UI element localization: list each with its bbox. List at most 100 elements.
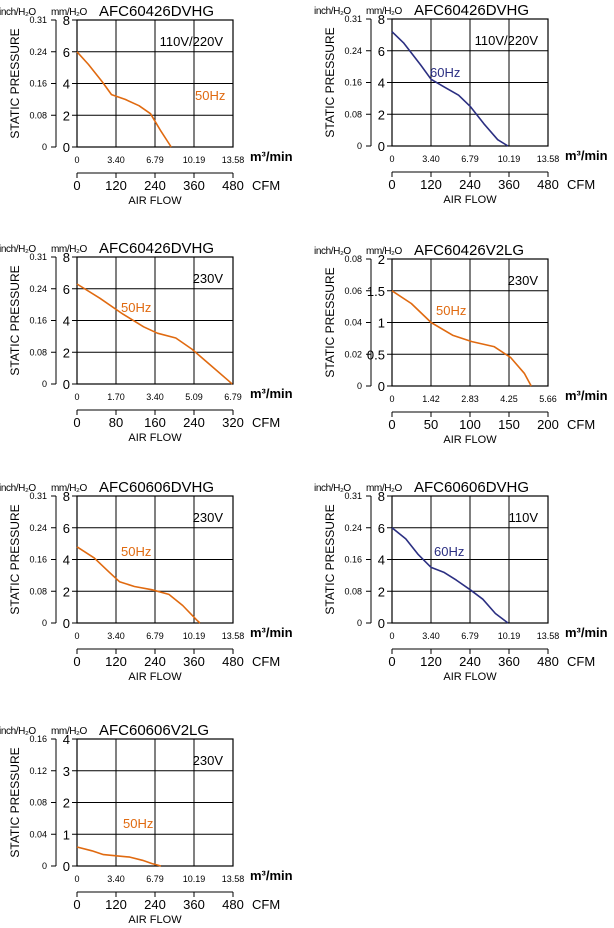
chart-title: AFC60426DVHG	[99, 240, 214, 257]
x-tick-label: 10.19	[183, 874, 206, 884]
y-tick-label-inch: 0.24	[344, 46, 362, 56]
y-tick-label-mm: 8	[378, 12, 385, 27]
x-axis-label: AIR FLOW	[128, 432, 182, 444]
y-tick-label-mm: 2	[63, 108, 70, 123]
y-tick-label-inch: 0.08	[344, 254, 362, 264]
y-tick-label-inch: 0.06	[344, 286, 362, 296]
y-tick-label-mm: 6	[63, 45, 70, 60]
x-tick-label: 10.19	[498, 631, 521, 641]
y-tick-label-inch: 0.16	[344, 555, 362, 565]
y-tick-label-inch: 0	[42, 142, 47, 152]
voltage-label: 230V	[508, 273, 539, 288]
x-unit-label: m³/min	[250, 625, 293, 640]
y-tick-label-inch: 0.16	[29, 555, 47, 565]
cfm-tick-label: 120	[420, 177, 442, 192]
x-tick-label: 3.40	[107, 155, 125, 165]
x-tick-label: 10.19	[498, 154, 521, 164]
y-tick-label-mm: 6	[63, 282, 70, 297]
x-tick-label: 3.40	[107, 874, 125, 884]
x-tick-label: 5.66	[539, 394, 557, 404]
y-tick-label-mm: 0	[378, 616, 385, 631]
y-tick-label-mm: 2	[63, 345, 70, 360]
y-tick-label-inch: 0	[42, 861, 47, 871]
y-tick-label-inch: 0.04	[29, 829, 47, 839]
grid	[392, 496, 548, 623]
cfm-tick-label: 80	[109, 415, 123, 430]
series-label: 60Hz	[434, 544, 464, 559]
series-line	[391, 290, 532, 387]
x-tick-label: 6.79	[461, 154, 479, 164]
series-label: 60Hz	[430, 65, 460, 80]
y-tick-label-mm: 6	[63, 521, 70, 536]
y-tick-label-inch: 0.24	[29, 523, 47, 533]
y-tick-label-mm: 0	[378, 139, 385, 154]
y-axis-label: STATIC PRESSURE	[8, 28, 22, 138]
unit-inch-label: inch/H₂O	[0, 244, 36, 255]
cfm-unit-label: CFM	[252, 654, 280, 669]
series-label: 50Hz	[195, 88, 225, 103]
y-tick-label-inch: 0.16	[29, 316, 47, 326]
cfm-unit-label: CFM	[252, 415, 280, 430]
y-tick-label-inch: 0.08	[29, 110, 47, 120]
cfm-unit-label: CFM	[567, 654, 595, 669]
y-tick-label-mm: 0	[63, 377, 70, 392]
y-tick-label-mm: 8	[63, 250, 70, 265]
cfm-tick-label: 240	[459, 654, 481, 669]
cfm-tick-label: 0	[388, 417, 395, 432]
x-axis-label: AIR FLOW	[128, 914, 182, 926]
series-line	[391, 31, 509, 147]
x-unit-label: m³/min	[250, 386, 293, 401]
grid	[77, 257, 233, 384]
unit-mm-label: mm/H₂O	[51, 483, 88, 494]
y-tick-label-mm: 0	[63, 859, 70, 874]
chart-title: AFC60606DVHG	[99, 479, 214, 496]
y-tick-label-mm: 6	[378, 44, 385, 59]
y-axis-label: STATIC PRESSURE	[323, 27, 337, 137]
y-tick-label-inch: 0.16	[29, 734, 47, 744]
cfm-unit-label: CFM	[252, 178, 280, 193]
y-tick-label-mm: 1	[378, 316, 385, 331]
x-tick-label: 0	[389, 154, 394, 164]
cfm-tick-label: 480	[537, 654, 559, 669]
y-tick-label-inch: 0	[357, 141, 362, 151]
unit-mm-label: mm/H₂O	[366, 246, 403, 257]
x-unit-label: m³/min	[250, 868, 293, 883]
unit-inch-label: inch/H₂O	[0, 7, 36, 18]
y-tick-label-mm: 1	[63, 827, 70, 842]
y-axis-label: STATIC PRESSURE	[8, 747, 22, 857]
grid	[77, 739, 233, 866]
x-tick-label: 0	[74, 155, 79, 165]
y-tick-label-mm: 0	[63, 616, 70, 631]
grid	[77, 20, 233, 147]
cfm-tick-label: 0	[388, 654, 395, 669]
unit-inch-label: inch/H₂O	[314, 483, 351, 494]
grid	[392, 19, 548, 146]
unit-mm-label: mm/H₂O	[366, 483, 403, 494]
cfm-tick-label: 50	[424, 417, 438, 432]
x-tick-label: 3.40	[146, 392, 164, 402]
x-tick-label: 13.58	[537, 154, 560, 164]
y-tick-label-inch: 0.31	[344, 14, 362, 24]
y-tick-label-mm: 2	[378, 107, 385, 122]
y-tick-label-inch: 0.16	[29, 79, 47, 89]
y-tick-label-inch: 0.31	[29, 252, 47, 262]
cfm-tick-label: 480	[222, 178, 244, 193]
y-axis-label: STATIC PRESSURE	[323, 267, 337, 377]
x-tick-label: 6.79	[146, 155, 164, 165]
x-tick-label: 2.83	[461, 394, 479, 404]
cfm-tick-label: 240	[459, 177, 481, 192]
cfm-tick-label: 120	[105, 654, 127, 669]
cfm-tick-label: 0	[73, 897, 80, 912]
y-tick-label-inch: 0.24	[344, 523, 362, 533]
cfm-tick-label: 150	[498, 417, 520, 432]
y-tick-label-inch: 0.04	[344, 318, 362, 328]
x-axis-label: AIR FLOW	[128, 195, 182, 207]
unit-mm-label: mm/H₂O	[51, 7, 88, 18]
y-tick-label-mm: 4	[63, 314, 70, 329]
cfm-tick-label: 200	[537, 417, 559, 432]
unit-inch-label: inch/H₂O	[314, 6, 351, 17]
x-tick-label: 0	[74, 874, 79, 884]
series-label: 50Hz	[121, 300, 151, 315]
